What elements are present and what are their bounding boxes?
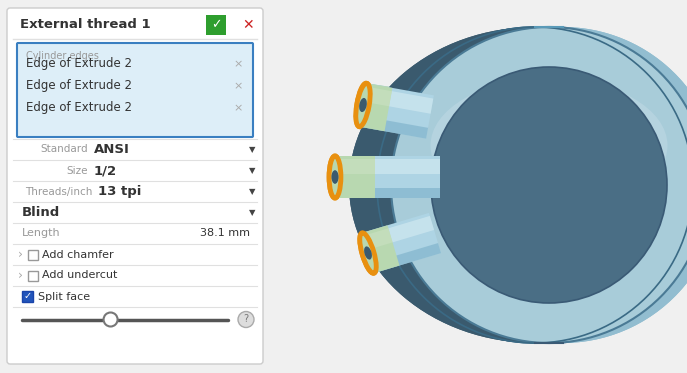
Ellipse shape [360, 233, 376, 273]
Text: 38.1 mm: 38.1 mm [200, 229, 250, 238]
Polygon shape [363, 214, 444, 250]
Polygon shape [363, 228, 396, 250]
Text: Add chamfer: Add chamfer [42, 250, 113, 260]
Ellipse shape [431, 67, 667, 303]
Polygon shape [363, 87, 406, 108]
Ellipse shape [349, 27, 687, 343]
Polygon shape [363, 216, 434, 250]
Text: ▼: ▼ [249, 187, 256, 196]
Polygon shape [363, 87, 433, 114]
Polygon shape [371, 241, 451, 273]
Polygon shape [335, 159, 375, 174]
Text: ▼: ▼ [249, 208, 256, 217]
Ellipse shape [391, 27, 687, 343]
Polygon shape [359, 83, 392, 131]
Polygon shape [371, 243, 441, 273]
Polygon shape [363, 228, 392, 250]
Polygon shape [535, 27, 687, 343]
Ellipse shape [360, 233, 376, 273]
Ellipse shape [349, 27, 687, 343]
Text: ›: › [18, 269, 23, 282]
Polygon shape [360, 83, 406, 133]
Circle shape [238, 311, 254, 327]
Ellipse shape [359, 98, 367, 112]
Polygon shape [335, 188, 462, 198]
Text: Blind: Blind [22, 206, 60, 219]
Ellipse shape [431, 67, 667, 303]
Text: ×: × [234, 103, 243, 113]
Text: Split face: Split face [38, 292, 90, 301]
Polygon shape [335, 156, 375, 198]
Polygon shape [360, 116, 466, 143]
Polygon shape [363, 87, 471, 118]
FancyBboxPatch shape [7, 8, 263, 364]
Polygon shape [335, 156, 383, 198]
Bar [22, 291, 33, 301]
Ellipse shape [356, 83, 370, 127]
Polygon shape [545, 27, 687, 343]
Text: ANSI: ANSI [94, 143, 130, 156]
Polygon shape [335, 159, 462, 174]
Text: ?: ? [243, 314, 249, 325]
Ellipse shape [423, 66, 675, 209]
Text: Edge of Extrude 2: Edge of Extrude 2 [26, 79, 132, 93]
Text: Edge of Extrude 2: Edge of Extrude 2 [26, 57, 132, 70]
Text: ×: × [234, 59, 243, 69]
Ellipse shape [364, 246, 372, 260]
Bar [28, 250, 38, 260]
Polygon shape [360, 83, 471, 143]
Ellipse shape [331, 170, 339, 184]
Text: 13 tpi: 13 tpi [98, 185, 142, 198]
Text: External thread 1: External thread 1 [20, 19, 150, 31]
Polygon shape [362, 211, 451, 273]
Text: ✓: ✓ [23, 292, 32, 301]
Ellipse shape [359, 98, 367, 112]
Bar [28, 270, 38, 280]
Text: Length: Length [22, 229, 60, 238]
Text: ✓: ✓ [211, 19, 221, 31]
Ellipse shape [431, 78, 668, 213]
Text: Cylinder edges: Cylinder edges [26, 51, 99, 61]
Text: ▼: ▼ [249, 166, 256, 175]
Polygon shape [362, 225, 399, 273]
Polygon shape [362, 225, 403, 273]
Text: Add undercut: Add undercut [42, 270, 117, 280]
Text: ›: › [18, 248, 23, 261]
Text: Standard: Standard [41, 144, 88, 154]
Ellipse shape [364, 247, 372, 260]
Polygon shape [335, 159, 440, 174]
Bar [206, 15, 226, 35]
Ellipse shape [331, 170, 339, 184]
Polygon shape [335, 156, 440, 198]
Polygon shape [359, 83, 434, 139]
Ellipse shape [391, 27, 687, 343]
Polygon shape [359, 116, 428, 139]
Text: Edge of Extrude 2: Edge of Extrude 2 [26, 101, 132, 115]
Polygon shape [335, 188, 440, 198]
Polygon shape [335, 156, 462, 198]
Ellipse shape [329, 156, 341, 198]
Ellipse shape [356, 83, 370, 127]
Text: Threads/inch: Threads/inch [25, 186, 92, 197]
Ellipse shape [329, 156, 341, 198]
Text: ×: × [234, 81, 243, 91]
Circle shape [104, 313, 117, 326]
Text: 1/2: 1/2 [94, 164, 117, 177]
Text: ▼: ▼ [249, 145, 256, 154]
Text: ✕: ✕ [243, 18, 254, 32]
Polygon shape [363, 87, 392, 106]
Polygon shape [362, 213, 441, 273]
Text: Size: Size [67, 166, 88, 176]
Polygon shape [335, 159, 383, 174]
FancyBboxPatch shape [17, 43, 253, 137]
